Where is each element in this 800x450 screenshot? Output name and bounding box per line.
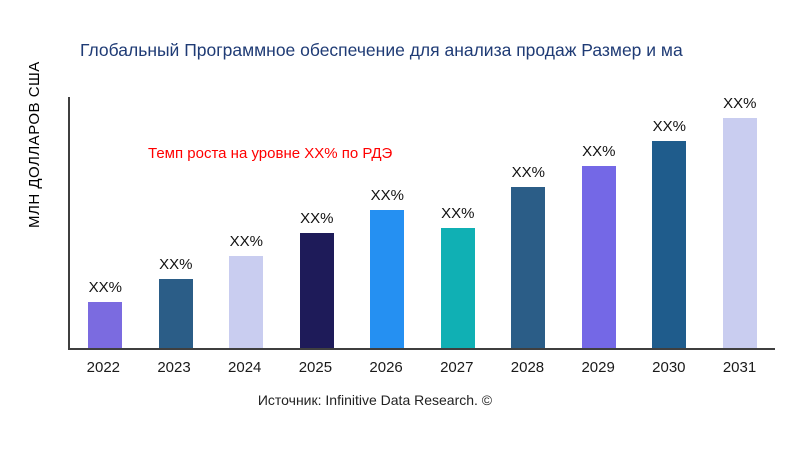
x-tick-2027: 2027 — [440, 359, 474, 376]
bar-value-label: XX% — [511, 164, 545, 181]
bar-value-label: XX% — [159, 256, 193, 273]
growth-rate-annotation: Темп роста на уровне XX% по РДЭ — [148, 145, 393, 162]
bar-2022 — [88, 302, 123, 348]
bar-value-label: XX% — [88, 279, 122, 296]
bar-2025 — [299, 233, 334, 348]
bar-2027 — [440, 228, 475, 348]
bar-value-label: XX% — [300, 210, 334, 227]
bar-group-2031: XX% — [705, 95, 776, 348]
x-tick-2029: 2029 — [581, 359, 615, 376]
bar-2029 — [581, 166, 616, 348]
plot-area: XX% XX% XX% XX% XX% XX% XX% XX% XX% XX% — [68, 95, 776, 350]
bar-2028 — [511, 187, 546, 348]
x-tick-2022: 2022 — [86, 359, 121, 376]
bar-2031 — [722, 118, 757, 348]
source-text: Источник: Infinitive Data Research. © — [257, 392, 493, 408]
x-tick-2023: 2023 — [157, 359, 191, 376]
bar-value-label: XX% — [229, 233, 263, 250]
bar-group-2024: XX% — [211, 233, 282, 348]
bar-group-2022: XX% — [70, 279, 141, 348]
bar-group-2026: XX% — [352, 187, 423, 348]
bar-2024 — [229, 256, 264, 348]
chart-title: Глобальный Программное обеспечение для а… — [80, 40, 683, 60]
bar-value-label: XX% — [441, 205, 475, 222]
bar-value-label: XX% — [723, 95, 757, 112]
x-tick-2025: 2025 — [298, 359, 333, 376]
x-tick-2030: 2030 — [652, 359, 686, 376]
bar-group-2023: XX% — [141, 256, 212, 348]
bar-2023 — [158, 279, 193, 348]
x-axis-labels: 2022 2023 2024 2025 2026 2027 2028 2029 2030 2031 — [68, 359, 775, 376]
bar-2026 — [370, 210, 405, 348]
bar-value-label: XX% — [370, 187, 404, 204]
bar-2030 — [652, 141, 687, 348]
x-tick-2028: 2028 — [510, 359, 545, 376]
bar-value-label: XX% — [582, 143, 616, 160]
bar-group-2025: XX% — [282, 210, 353, 348]
x-tick-2031: 2031 — [722, 359, 757, 376]
bar-group-2029: XX% — [564, 143, 635, 348]
bar-group-2028: XX% — [493, 164, 564, 348]
x-tick-2026: 2026 — [369, 359, 403, 376]
bar-group-2030: XX% — [634, 118, 705, 348]
y-axis-label: МЛН ДОЛЛАРОВ США — [26, 61, 43, 228]
bar-group-2027: XX% — [423, 205, 494, 348]
bar-value-label: XX% — [652, 118, 686, 135]
x-tick-2024: 2024 — [228, 359, 262, 376]
